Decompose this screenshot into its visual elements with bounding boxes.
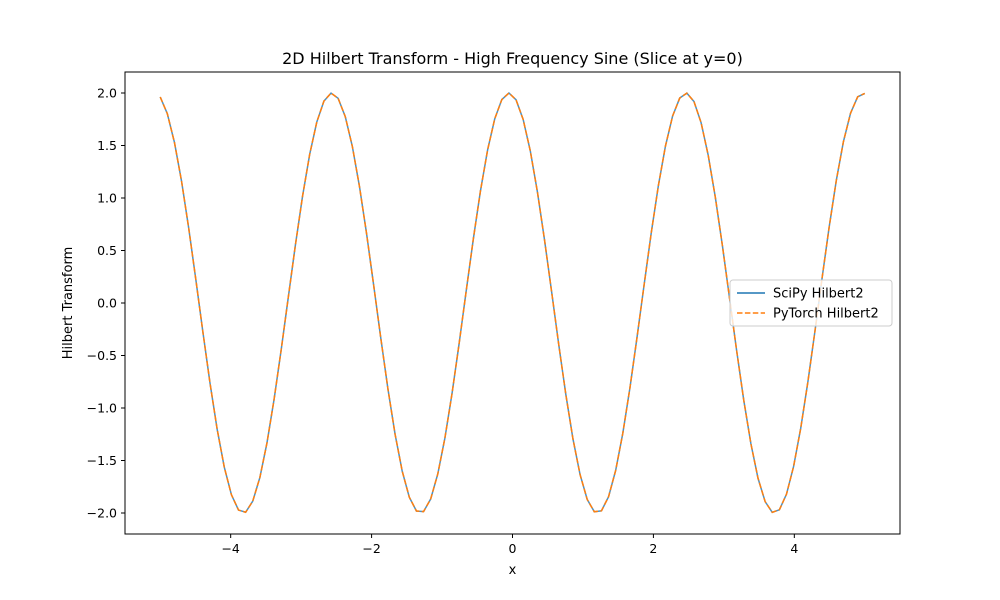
x-tick-label: 2 <box>649 541 657 556</box>
x-tick-label: 4 <box>790 541 798 556</box>
y-tick-label: 2.0 <box>97 86 117 101</box>
y-tick-label: −1.5 <box>87 453 117 468</box>
chart-title: 2D Hilbert Transform - High Frequency Si… <box>282 49 743 68</box>
y-axis-label: Hilbert Transform <box>61 247 76 360</box>
y-tick-label: −2.0 <box>87 506 117 521</box>
series-line-2 <box>159 91 866 514</box>
x-axis-label: x <box>509 563 517 578</box>
x-tick-label: −4 <box>221 541 239 556</box>
plot-area <box>159 91 866 514</box>
y-tick-label: 1.0 <box>97 191 117 206</box>
y-tick-label: 0.0 <box>97 296 117 311</box>
x-tick-label: 0 <box>509 541 517 556</box>
y-tick-label: 1.5 <box>97 138 117 153</box>
x-tick-label: −2 <box>362 541 380 556</box>
legend: SciPy Hilbert2 PyTorch Hilbert2 <box>729 279 893 327</box>
x-axis: −4 −2 0 2 4 <box>221 534 798 556</box>
y-tick-label: −1.0 <box>87 401 117 416</box>
legend-label-1: SciPy Hilbert2 <box>773 287 864 302</box>
y-tick-label: −0.5 <box>87 348 117 363</box>
y-tick-label: 0.5 <box>97 243 117 258</box>
legend-label-2: PyTorch Hilbert2 <box>773 307 879 322</box>
y-axis: −2.0 −1.5 −1.0 −0.5 0.0 0.5 1.0 1.5 2.0 <box>87 86 125 521</box>
legend-box <box>729 279 893 327</box>
